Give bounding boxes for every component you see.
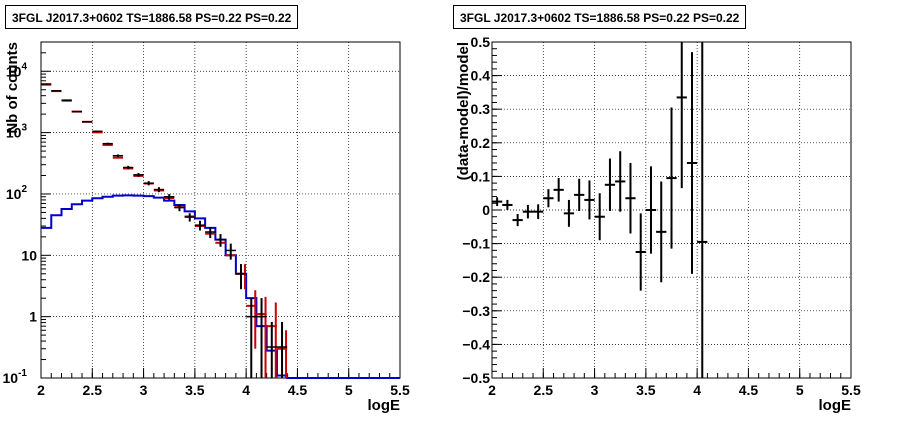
y-tick-label: 0.1 [471,168,491,184]
x-tick-label: 4 [693,382,701,398]
x-tick-label: 5 [796,382,804,398]
y-tick-label: 104 [6,61,28,79]
y-tick-base: 10 [6,125,22,141]
x-axis-label: logE [819,397,852,414]
x-tick-label: 5.5 [841,382,861,398]
y-tick-label: −0.1 [462,236,490,252]
x-tick-label: 5 [345,382,353,398]
y-tick-label: 0.3 [471,101,491,117]
left-chart-title: 3FGL J2017.3+0602 TS=1886.58 PS=0.22 PS=… [5,5,299,29]
y-tick-label: −0.3 [462,303,490,319]
y-tick-exponent: -1 [18,368,27,379]
x-tick-label: 4 [242,382,250,398]
y-tick-label: 102 [6,184,28,202]
x-tick-label: 3 [140,382,148,398]
y-axis-label: Nb of counts [4,42,21,134]
y-tick-label: 0.4 [471,68,491,84]
x-tick-label: 4.5 [288,382,308,398]
residuals-plot: 2 2.5 3 3.5 4 4.5 5 5.5 −0.5 −0.4 −0.3 −0.2 −0.1 0 0.1… [455,34,861,414]
y-tick-label: 10-1 [3,368,28,386]
y-tick-base: 10 [3,370,19,386]
x-tick-label: 2.5 [83,382,103,398]
y-tick-label: −0.4 [462,336,490,352]
x-tick-label: 5.5 [390,382,410,398]
source-model-histogram [41,194,400,379]
y-tick-label: 10 [21,247,37,263]
y-axis-label: (data-model)/model [455,42,472,180]
x-tick-label: 2 [488,382,496,398]
x-tick-label: 3 [591,382,599,398]
x-tick-label: 2 [37,382,45,398]
y-tick-label: 103 [6,123,28,141]
plot-frame [40,41,401,379]
y-tick-base: 10 [6,63,22,79]
x-tick-label: 2.5 [534,382,554,398]
y-tick-label: −0.2 [462,269,490,285]
y-tick-base: 1 [29,309,37,325]
y-tick-label: −0.5 [462,370,490,386]
y-tick-label: 0.5 [471,34,491,50]
y-tick-label: 0.2 [471,135,491,151]
x-tick-label: 4.5 [739,382,759,398]
left-chart-panel: 2 2.5 3 3.5 4 4.5 5 5.5 10-1 1 10 102 103 104 logE Nb o… [3,5,410,414]
x-axis-label: logE [368,397,401,414]
right-chart-panel: 2 2.5 3 3.5 4 4.5 5 5.5 −0.5 −0.4 −0.3 −0.2 −0.1 0 0.1… [449,0,898,421]
y-tick-label: 0 [482,202,490,218]
y-tick-exponent: 4 [21,61,27,72]
y-tick-exponent: 2 [21,184,27,195]
y-tick-exponent: 3 [21,123,27,134]
x-tick-label: 3.5 [636,382,656,398]
y-tick-base: 10 [21,247,37,263]
right-chart-title: 3FGL J2017.3+0602 TS=1886.58 PS=0.22 PS=… [453,5,747,29]
x-tick-label: 3.5 [185,382,205,398]
y-tick-base: 10 [6,186,22,202]
y-tick-label: 1 [29,309,37,325]
